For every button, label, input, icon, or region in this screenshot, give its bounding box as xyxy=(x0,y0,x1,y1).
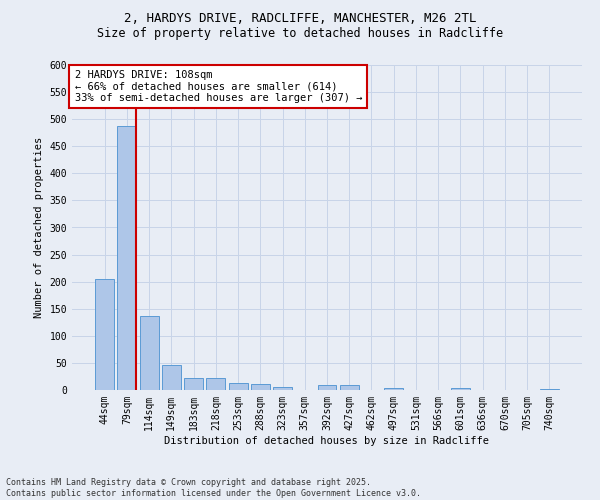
Bar xyxy=(451,388,470,390)
Bar xyxy=(384,388,403,390)
Text: 2, HARDYS DRIVE, RADCLIFFE, MANCHESTER, M26 2TL: 2, HARDYS DRIVE, RADCLIFFE, MANCHESTER, … xyxy=(124,12,476,26)
Bar xyxy=(140,316,158,390)
Bar xyxy=(95,279,114,390)
Bar xyxy=(540,389,559,390)
Bar xyxy=(273,388,292,390)
Bar xyxy=(162,365,181,390)
Bar xyxy=(184,378,203,390)
Bar xyxy=(206,378,225,390)
Bar xyxy=(229,383,248,390)
X-axis label: Distribution of detached houses by size in Radcliffe: Distribution of detached houses by size … xyxy=(164,436,490,446)
Bar xyxy=(118,126,136,390)
Bar xyxy=(340,385,359,390)
Text: Size of property relative to detached houses in Radcliffe: Size of property relative to detached ho… xyxy=(97,28,503,40)
Bar xyxy=(251,384,270,390)
Text: Contains HM Land Registry data © Crown copyright and database right 2025.
Contai: Contains HM Land Registry data © Crown c… xyxy=(6,478,421,498)
Y-axis label: Number of detached properties: Number of detached properties xyxy=(34,137,44,318)
Bar xyxy=(317,385,337,390)
Text: 2 HARDYS DRIVE: 108sqm
← 66% of detached houses are smaller (614)
33% of semi-de: 2 HARDYS DRIVE: 108sqm ← 66% of detached… xyxy=(74,70,362,103)
